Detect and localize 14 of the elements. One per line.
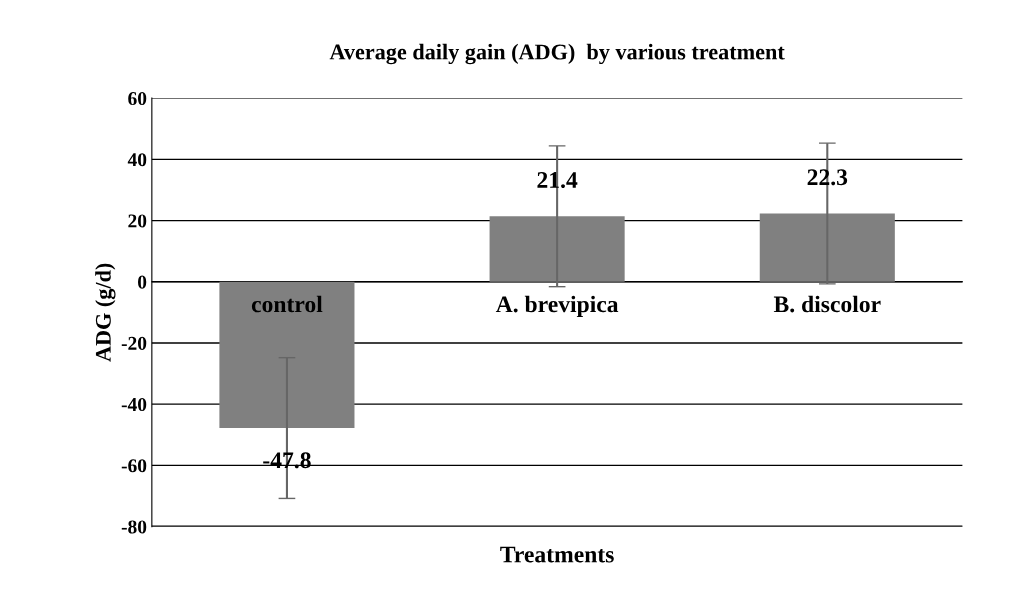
y-tick-label: 60 — [128, 91, 147, 106]
x-axis-title: Treatments — [500, 546, 614, 563]
y-tick-label: 0 — [138, 275, 147, 289]
x-tick-label: B. discolor — [773, 295, 881, 313]
y-tick-label: -40 — [121, 397, 147, 412]
y-axis-title: ADG (g/d) — [95, 263, 116, 362]
x-tick-label: control — [251, 295, 323, 313]
x-tick-label: A. brevipica — [495, 295, 619, 318]
chart-title: Average daily gain (ADG) by various treatment — [329, 43, 785, 65]
y-tick-label: -20 — [121, 336, 147, 350]
y-tick-label: -80 — [121, 520, 147, 534]
y-tick-label: 40 — [127, 153, 147, 167]
y-tick-label: -60 — [121, 459, 147, 473]
y-tick-label: 20 — [128, 214, 147, 228]
